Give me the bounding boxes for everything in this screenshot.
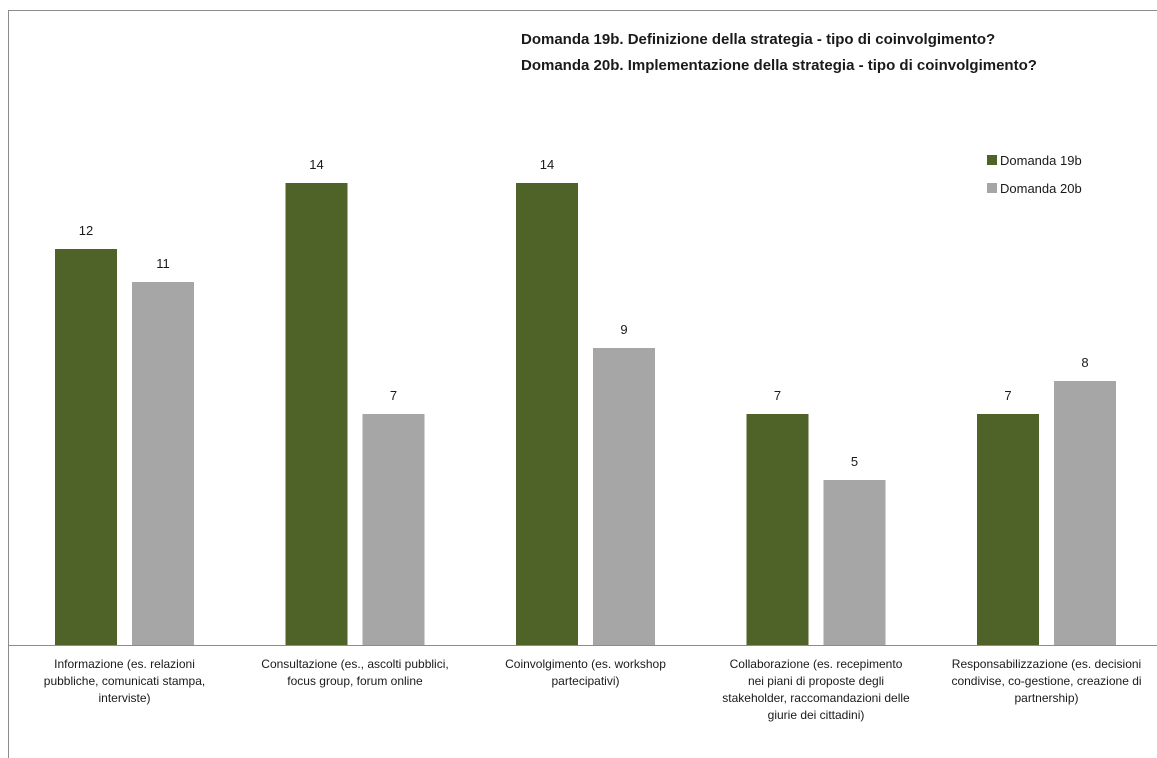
value-label-s1-c4: 8 bbox=[1081, 355, 1088, 370]
legend-swatch-1 bbox=[987, 183, 997, 193]
category-label-0-line-0: Informazione (es. relazioni bbox=[54, 657, 195, 671]
category-label-4-line-1: condivise, co-gestione, creazione di bbox=[951, 674, 1141, 688]
value-label-s0-c2: 14 bbox=[540, 157, 554, 172]
category-label-4-line-2: partnership) bbox=[1014, 691, 1078, 705]
value-label-s0-c4: 7 bbox=[1004, 388, 1011, 403]
legend: Domanda 19b Domanda 20b bbox=[987, 153, 1082, 196]
bar-s1-c2 bbox=[593, 348, 655, 645]
chart-title-line-2: Domanda 20b. Implementazione della strat… bbox=[521, 57, 1037, 74]
category-label-4: Responsabilizzazione (es. decisioni condi… bbox=[951, 657, 1141, 705]
category-label-1-line-1: focus group, forum online bbox=[287, 674, 423, 688]
legend-swatch-0 bbox=[987, 155, 997, 165]
value-label-s1-c2: 9 bbox=[620, 322, 627, 337]
chart-title-line-1: Domanda 19b. Definizione della strategia… bbox=[521, 31, 995, 48]
category-label-0-line-2: interviste) bbox=[98, 691, 150, 705]
category-label-4-line-0: Responsabilizzazione (es. decisioni bbox=[952, 657, 1141, 671]
category-label-2-line-1: partecipativi) bbox=[551, 674, 619, 688]
bar-s1-c0 bbox=[132, 282, 194, 645]
category-label-2-line-0: Coinvolgimento (es. workshop bbox=[505, 657, 666, 671]
category-label-3-line-3: giurie dei cittadini) bbox=[768, 708, 865, 722]
value-label-s0-c1: 14 bbox=[309, 157, 323, 172]
bar-s1-c4 bbox=[1054, 381, 1116, 645]
bar-s1-c3 bbox=[823, 480, 886, 645]
value-label-s1-c3: 5 bbox=[851, 454, 858, 469]
category-label-1-line-0: Consultazione (es., ascolti pubblici, bbox=[261, 657, 448, 671]
bars-group bbox=[55, 183, 1116, 645]
value-label-s1-c1: 7 bbox=[390, 388, 397, 403]
bar-s1-c1 bbox=[362, 414, 425, 645]
value-labels-group: 12 11 14 7 14 9 7 5 7 8 bbox=[79, 157, 1089, 469]
category-label-3-line-2: stakeholder, raccomandazioni delle bbox=[722, 691, 910, 705]
category-label-3-line-1: nei piani di proposte degli bbox=[748, 674, 884, 688]
value-label-s0-c0: 12 bbox=[79, 223, 93, 238]
chart-title: Domanda 19b. Definizione della strategia… bbox=[521, 31, 1037, 74]
bar-s0-c0 bbox=[55, 249, 117, 645]
category-label-0: Informazione (es. relazioni pubbliche, co… bbox=[44, 657, 205, 705]
category-label-3-line-0: Collaborazione (es. recepimento bbox=[730, 657, 903, 671]
legend-label-1: Domanda 20b bbox=[1000, 181, 1082, 196]
legend-label-0: Domanda 19b bbox=[1000, 153, 1082, 168]
category-labels-group: Informazione (es. relazioni pubbliche, co… bbox=[44, 657, 1142, 722]
bar-s0-c2 bbox=[516, 183, 578, 645]
chart-frame bbox=[8, 10, 1157, 758]
bar-s0-c3 bbox=[746, 414, 809, 645]
category-label-0-line-1: pubbliche, comunicati stampa, bbox=[44, 674, 205, 688]
category-label-3: Collaborazione (es. recepimento nei piani… bbox=[722, 657, 910, 722]
value-label-s0-c3: 7 bbox=[774, 388, 781, 403]
bar-s0-c1 bbox=[285, 183, 348, 645]
bar-s0-c4 bbox=[977, 414, 1039, 645]
category-label-1: Consultazione (es., ascolti pubblici, foc… bbox=[261, 657, 448, 688]
category-label-2: Coinvolgimento (es. workshop partecipativ… bbox=[505, 657, 666, 688]
value-label-s1-c0: 11 bbox=[156, 256, 170, 271]
